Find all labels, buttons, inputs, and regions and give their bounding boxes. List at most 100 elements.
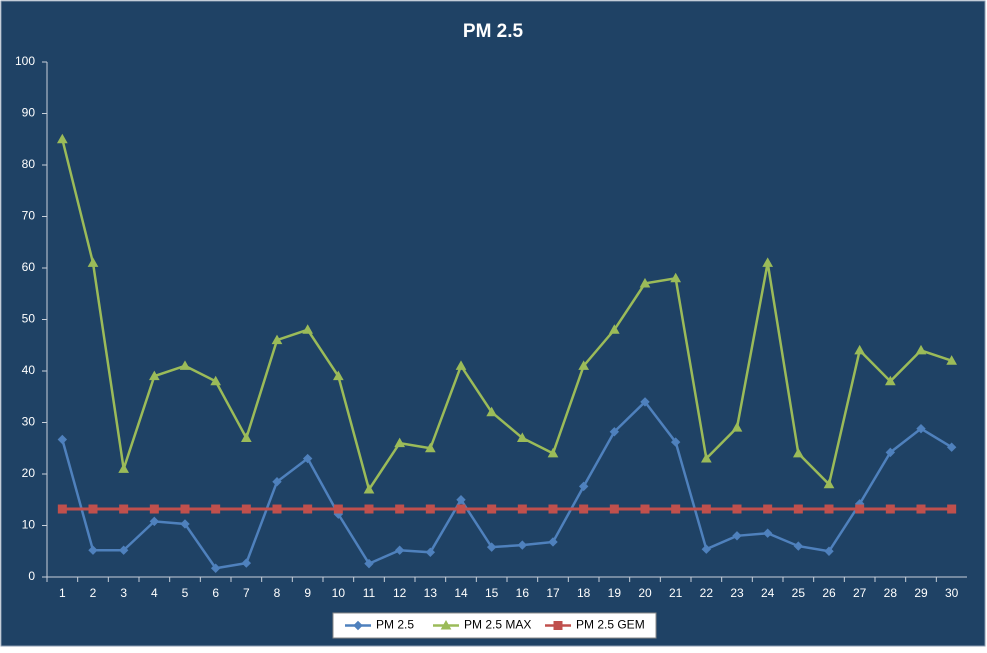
data-point [424, 442, 436, 453]
x-tick-label: 29 [914, 586, 928, 600]
data-point [180, 519, 190, 529]
x-tick-label: 19 [608, 586, 622, 600]
data-point [854, 344, 866, 355]
x-tick-label: 15 [485, 586, 499, 600]
data-point [271, 334, 283, 345]
x-tick-label: 30 [945, 586, 959, 600]
data-point [333, 504, 343, 514]
y-tick-label: 20 [22, 466, 36, 480]
x-tick-label: 23 [730, 586, 744, 600]
data-point [180, 504, 190, 514]
data-point [701, 504, 711, 514]
x-tick-label: 18 [577, 586, 591, 600]
data-point [394, 437, 406, 448]
data-point [119, 504, 129, 514]
data-point [272, 504, 282, 514]
y-tick-label: 0 [28, 569, 35, 583]
data-point [148, 370, 160, 381]
data-point [916, 504, 926, 514]
x-tick-label: 27 [853, 586, 867, 600]
data-point [793, 541, 804, 551]
data-point [915, 344, 927, 355]
data-point [57, 504, 67, 514]
y-tick-label: 50 [22, 312, 36, 326]
data-point [579, 504, 589, 514]
legend-marker [353, 620, 363, 631]
data-point [179, 360, 191, 370]
data-point [885, 504, 895, 514]
x-tick-label: 9 [304, 586, 311, 600]
x-tick-label: 1 [59, 586, 66, 600]
y-tick-label: 90 [22, 106, 36, 120]
data-point [302, 324, 314, 334]
data-point [240, 432, 252, 442]
chart-title: PM 2.5 [463, 21, 524, 42]
x-tick-label: 3 [120, 586, 127, 600]
data-point [363, 483, 375, 494]
data-point [486, 542, 497, 552]
data-point [640, 397, 650, 407]
data-point [823, 478, 835, 489]
y-tick-label: 10 [22, 518, 36, 532]
data-point [732, 504, 742, 514]
data-point [732, 531, 742, 541]
x-tick-label: 6 [212, 586, 219, 600]
legend-marker [553, 621, 563, 630]
data-point [640, 504, 650, 514]
data-point [824, 504, 834, 514]
legend-label: PM 2.5 GEM [576, 618, 645, 632]
x-tick-label: 28 [884, 586, 898, 600]
data-point [639, 277, 651, 288]
data-point [762, 257, 774, 267]
data-point [87, 257, 99, 267]
data-point [548, 537, 558, 547]
x-tick-label: 12 [393, 586, 407, 600]
y-tick-label: 60 [22, 260, 36, 274]
data-point [487, 504, 497, 514]
x-tick-label: 24 [761, 586, 775, 600]
data-point [670, 437, 681, 447]
x-tick-label: 5 [182, 586, 189, 600]
data-point [364, 558, 374, 569]
data-point [394, 545, 405, 555]
data-point [946, 442, 957, 452]
data-point [517, 504, 527, 514]
data-point [425, 504, 435, 514]
data-point [516, 432, 528, 442]
data-point [609, 504, 619, 514]
data-point [762, 528, 773, 538]
data-point [241, 504, 251, 514]
data-point [547, 447, 559, 458]
y-tick-label: 30 [22, 415, 36, 429]
data-point [670, 272, 682, 283]
x-tick-label: 13 [424, 586, 438, 600]
x-tick-label: 2 [90, 586, 97, 600]
x-tick-label: 8 [274, 586, 281, 600]
data-point [763, 504, 773, 514]
data-point [885, 447, 896, 458]
data-point [548, 504, 558, 514]
data-point [56, 133, 68, 144]
x-tick-label: 10 [332, 586, 346, 600]
data-point [671, 504, 681, 514]
data-point [792, 447, 804, 458]
legend-label: PM 2.5 [376, 618, 414, 632]
x-tick-label: 17 [546, 586, 560, 600]
data-point [731, 422, 743, 432]
data-point [88, 504, 98, 514]
data-point [700, 453, 712, 463]
data-point [855, 504, 865, 514]
series-line [61, 400, 953, 570]
y-tick-label: 40 [22, 363, 36, 377]
y-tick-label: 100 [15, 54, 35, 68]
legend-marker [440, 619, 452, 630]
y-tick-label: 80 [22, 157, 36, 171]
data-point [210, 375, 222, 386]
x-tick-label: 14 [454, 586, 468, 600]
data-point [578, 481, 589, 492]
x-tick-label: 20 [638, 586, 652, 600]
x-tick-label: 4 [151, 586, 158, 600]
data-point [486, 406, 498, 417]
